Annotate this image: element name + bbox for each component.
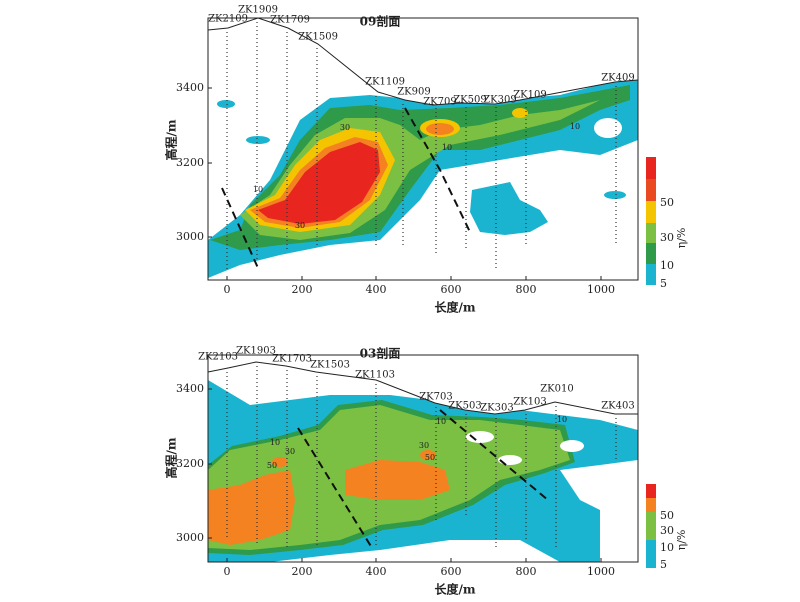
x-axis-label: 长度/m — [434, 300, 475, 315]
borehole-label: ZK103 — [513, 397, 547, 408]
borehole-label: ZK503 — [448, 401, 482, 412]
contour-label: 10 — [442, 143, 452, 152]
x-tick-label: 200 — [292, 283, 313, 296]
colorbar-tick: 50 — [660, 509, 674, 522]
y-tick-label: 3400 — [176, 382, 204, 395]
x-tick-label: 800 — [516, 565, 537, 578]
x-tick-label: 1000 — [587, 283, 615, 296]
y-axis-label: 高程/m — [164, 437, 179, 478]
contour-label: 30 — [285, 447, 295, 456]
x-tick-label: 800 — [516, 283, 537, 296]
borehole-label: ZK1103 — [355, 370, 395, 381]
contour-label: 10 — [253, 185, 263, 194]
contour-label: 10 — [436, 417, 446, 426]
x-tick-label: 600 — [441, 565, 462, 578]
x-tick-label: 1000 — [587, 565, 615, 578]
y-tick-label: 3000 — [176, 230, 204, 243]
borehole-label: ZK1909 — [238, 5, 278, 16]
borehole-label: ZK1703 — [272, 354, 312, 365]
y-tick-label: 3000 — [176, 531, 204, 544]
colorbar-tick: 5 — [660, 558, 667, 571]
surface-line — [207, 361, 638, 415]
plot-frame — [207, 354, 639, 563]
borehole-label: ZK309 — [483, 95, 517, 106]
borehole-label: ZK109 — [513, 90, 547, 101]
borehole-label: ZK1903 — [236, 346, 276, 357]
x-tick-label: 0 — [224, 565, 231, 578]
borehole-traces — [226, 22, 617, 270]
contour-labels: 10 30 30 10 10 — [253, 122, 580, 230]
panel-title: 03剖面 — [360, 346, 401, 361]
colorbar-tick: 50 — [660, 196, 674, 209]
fault — [297, 409, 549, 549]
contour-label: 30 — [419, 441, 429, 450]
borehole-label: ZK1503 — [310, 360, 350, 371]
borehole-label: ZK010 — [540, 384, 574, 395]
x-tick-label: 400 — [366, 283, 387, 296]
contour-label: 50 — [267, 461, 277, 470]
x-tick-label: 200 — [292, 565, 313, 578]
borehole-label: ZK2103 — [198, 352, 238, 363]
borehole-traces — [226, 366, 617, 550]
colorbar: 5 10 30 50 η/% — [646, 484, 688, 571]
borehole-label: ZK409 — [601, 73, 635, 84]
contour-map — [208, 355, 638, 562]
colorbar-label: η/% — [675, 228, 688, 249]
tick-marks — [208, 388, 602, 562]
borehole-label: ZK1709 — [270, 15, 310, 26]
fault — [221, 107, 471, 269]
colorbar-tick: 10 — [660, 259, 674, 272]
colorbar-label: η/% — [675, 530, 688, 551]
contour-label: 10 — [270, 438, 280, 447]
borehole-label: ZK1109 — [365, 77, 405, 88]
borehole-label: ZK909 — [397, 87, 431, 98]
y-tick-label: 3200 — [176, 156, 204, 169]
colorbar: 5 10 30 50 η/% — [646, 157, 688, 290]
y-tick-label: 3400 — [176, 81, 204, 94]
contour-label: 10 — [570, 122, 580, 131]
contour-map — [208, 18, 638, 278]
x-tick-label: 600 — [441, 283, 462, 296]
borehole-label: ZK703 — [419, 392, 453, 403]
contour-label: 50 — [425, 453, 435, 462]
contour-label: 30 — [295, 221, 305, 230]
panel-09: ZK2109 ZK1909 ZK1709 ZK1509 ZK1109 ZK909… — [164, 5, 689, 315]
borehole-label: ZK1509 — [298, 32, 338, 43]
y-axis-label: 高程/m — [164, 119, 179, 160]
panel-03: ZK2103 ZK1903 ZK1703 ZK1503 ZK1103 ZK703… — [164, 346, 689, 597]
borehole-label: ZK303 — [480, 403, 514, 414]
x-ticks — [208, 87, 602, 280]
borehole-label: ZK509 — [453, 95, 487, 106]
borehole-label: ZK403 — [601, 401, 635, 412]
x-axis-label: 长度/m — [434, 582, 475, 597]
colorbar-tick: 30 — [660, 524, 674, 537]
contour-labels: 10 30 50 30 50 10 10 — [267, 415, 567, 470]
borehole-label: ZK2109 — [208, 14, 248, 25]
borehole-labels: ZK2109 ZK1909 ZK1709 ZK1509 ZK1109 ZK909… — [208, 5, 635, 108]
plot-frame — [207, 17, 639, 281]
y-tick-label: 3200 — [176, 457, 204, 470]
x-tick-label: 0 — [224, 283, 231, 296]
x-tick-label: 400 — [366, 565, 387, 578]
contour-label: 10 — [557, 415, 567, 424]
panel-title: 09剖面 — [360, 14, 401, 29]
colorbar-tick: 10 — [660, 541, 674, 554]
colorbar-tick: 5 — [660, 277, 667, 290]
contour-label: 30 — [340, 123, 350, 132]
borehole-label: ZK709 — [423, 97, 457, 108]
borehole-labels: ZK2103 ZK1903 ZK1703 ZK1503 ZK1103 ZK703… — [198, 346, 635, 414]
colorbar-tick: 30 — [660, 231, 674, 244]
